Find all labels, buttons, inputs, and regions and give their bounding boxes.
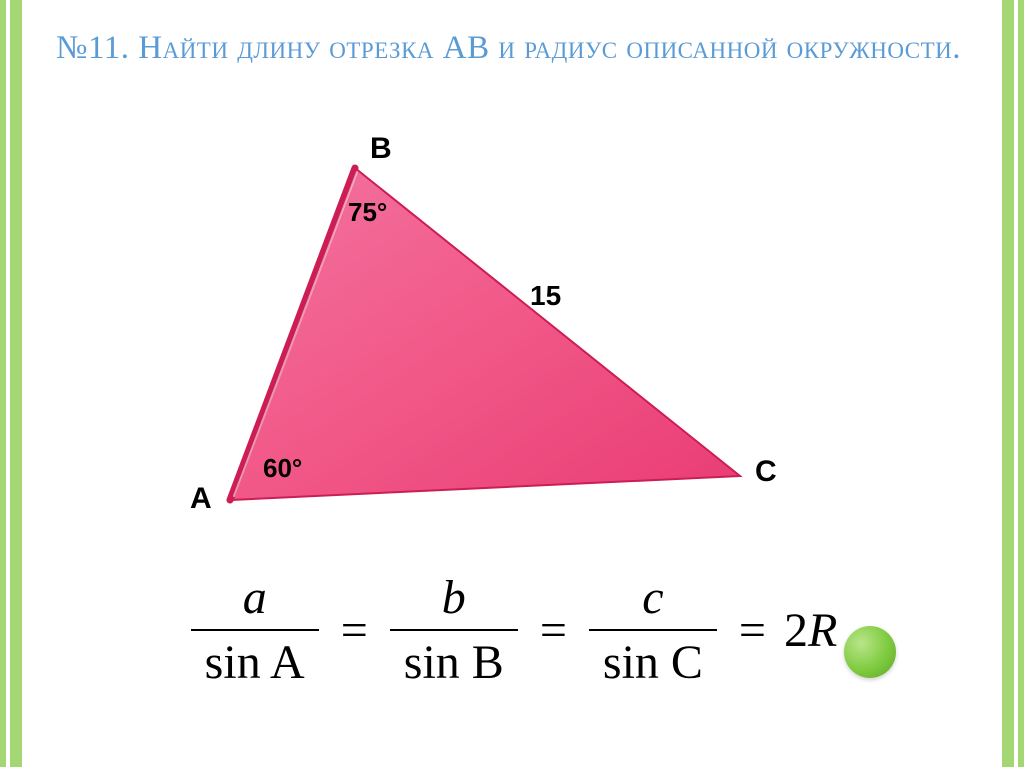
angle-B-label: 75° [348,197,387,228]
side-BC-label: 15 [530,280,561,312]
equals-sign: = [341,603,368,658]
equals-sign: = [540,603,567,658]
fraction-a: a sin A [191,570,319,690]
result-2R: 2R [784,603,837,658]
fraction-c: c sin C [589,570,717,690]
vertex-A-label: A [190,482,212,516]
slide-title: №11. Найти длину отрезка АВ и радиус опи… [56,28,964,69]
fraction-b: b sin B [390,570,518,690]
equals-sign: = [739,603,766,658]
vertex-C-label: C [755,455,777,489]
triangle-diagram: A B C 60° 75° 15 [100,150,860,510]
angle-A-label: 60° [263,453,302,484]
decorative-dot [844,626,896,678]
triangle-shape [230,168,740,500]
vertex-B-label: B [370,132,392,166]
